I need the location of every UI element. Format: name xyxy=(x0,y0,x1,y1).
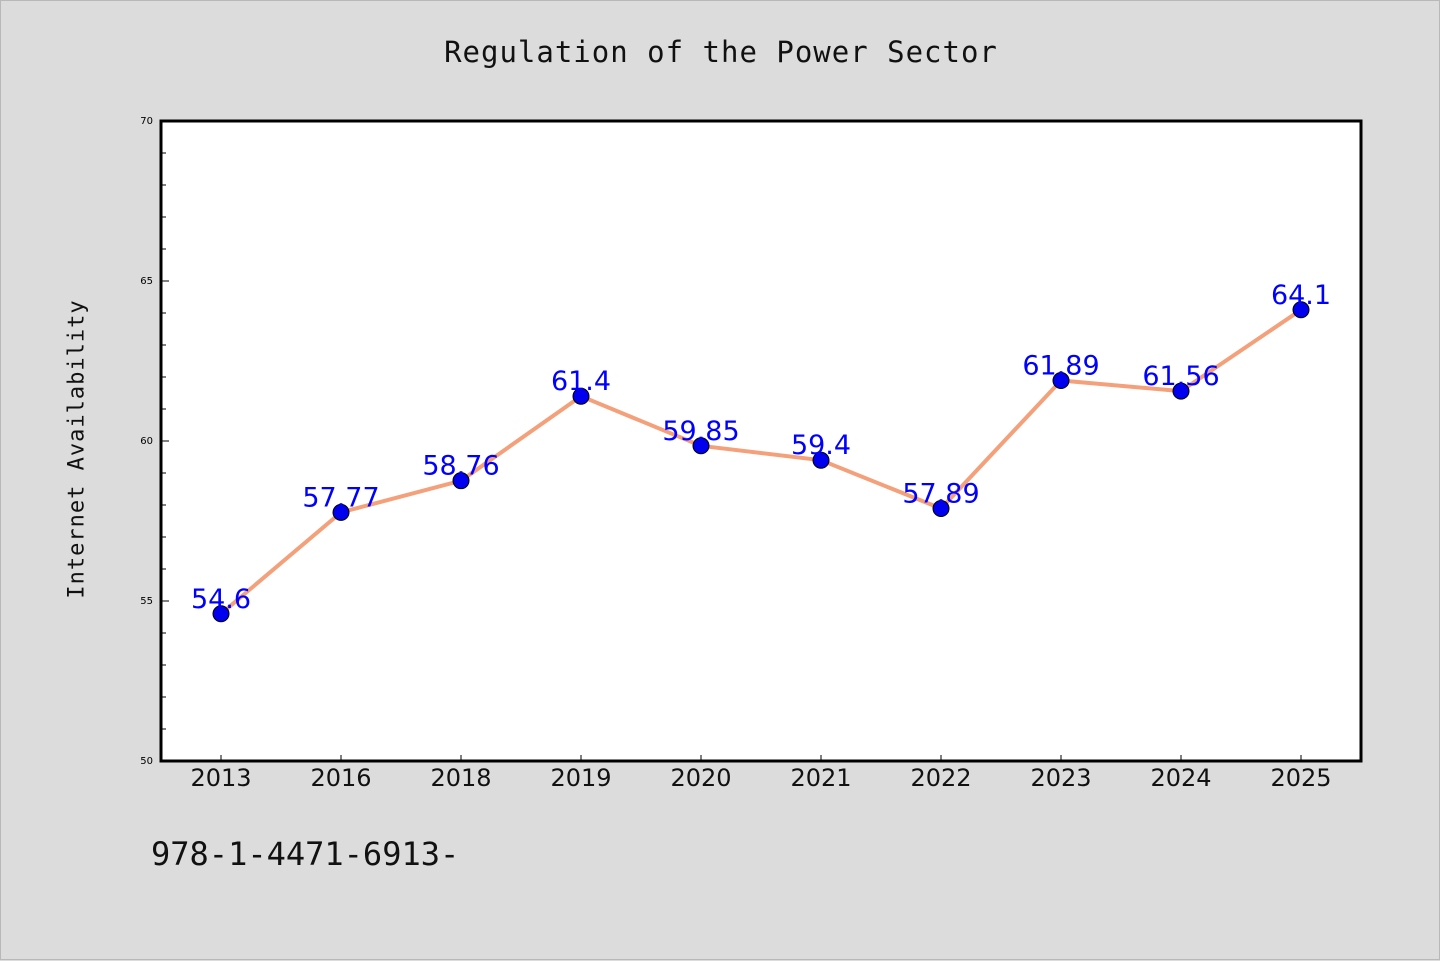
x-tick-label: 2020 xyxy=(670,764,731,792)
data-point xyxy=(692,437,710,455)
data-label: 54.6 xyxy=(191,584,251,615)
data-point xyxy=(1052,372,1070,390)
x-tick-label: 2018 xyxy=(430,764,491,792)
data-label: 61.89 xyxy=(1022,351,1099,382)
data-label: 58.76 xyxy=(422,451,499,482)
data-point xyxy=(452,472,470,490)
x-tick-label: 2025 xyxy=(1270,764,1331,792)
x-tick-label: 2019 xyxy=(550,764,611,792)
x-tick-label: 2023 xyxy=(1030,764,1091,792)
data-point xyxy=(1172,382,1190,400)
data-label: 57.89 xyxy=(902,479,979,510)
data-label: 61.4 xyxy=(551,366,611,397)
x-tick-label: 2022 xyxy=(910,764,971,792)
series-line xyxy=(219,308,1303,616)
data-label: 59.85 xyxy=(662,416,739,447)
plot-area xyxy=(159,119,1363,763)
x-tick-label: 2024 xyxy=(1150,764,1211,792)
y-tick-label: 70 xyxy=(140,116,153,127)
data-label: 64.1 xyxy=(1271,280,1331,311)
data-label: 59.4 xyxy=(791,430,851,461)
y-tick-label: 55 xyxy=(140,596,153,607)
y-tick-label: 60 xyxy=(140,436,153,447)
y-tick-label: 50 xyxy=(140,756,153,767)
footer-text: 978-1-4471-6913- xyxy=(151,835,460,873)
data-point xyxy=(1292,301,1310,319)
x-tick-label: 2021 xyxy=(790,764,851,792)
x-tick-label: 2016 xyxy=(310,764,371,792)
data-point xyxy=(332,503,350,521)
x-tick-label: 2013 xyxy=(190,764,251,792)
data-point xyxy=(812,451,830,469)
data-point xyxy=(572,387,590,405)
data-label: 61.56 xyxy=(1142,361,1219,392)
data-label: 57.77 xyxy=(302,482,379,513)
data-point xyxy=(932,500,950,518)
data-point xyxy=(212,605,230,623)
chart-title: Regulation of the Power Sector xyxy=(444,35,998,69)
y-tick-label: 65 xyxy=(140,276,153,287)
